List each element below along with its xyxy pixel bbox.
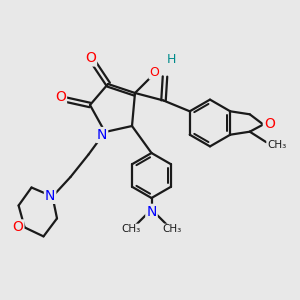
Text: N: N bbox=[97, 128, 107, 142]
Text: O: O bbox=[13, 220, 23, 234]
Text: O: O bbox=[55, 90, 66, 104]
Text: H: H bbox=[166, 53, 176, 66]
Text: N: N bbox=[45, 189, 55, 203]
Text: CH₃: CH₃ bbox=[267, 140, 286, 150]
Text: O: O bbox=[85, 52, 96, 65]
Text: O: O bbox=[264, 118, 275, 131]
Text: O: O bbox=[150, 65, 159, 79]
Text: N: N bbox=[146, 205, 157, 219]
Text: CH₃: CH₃ bbox=[162, 224, 181, 235]
Text: CH₃: CH₃ bbox=[122, 224, 141, 235]
